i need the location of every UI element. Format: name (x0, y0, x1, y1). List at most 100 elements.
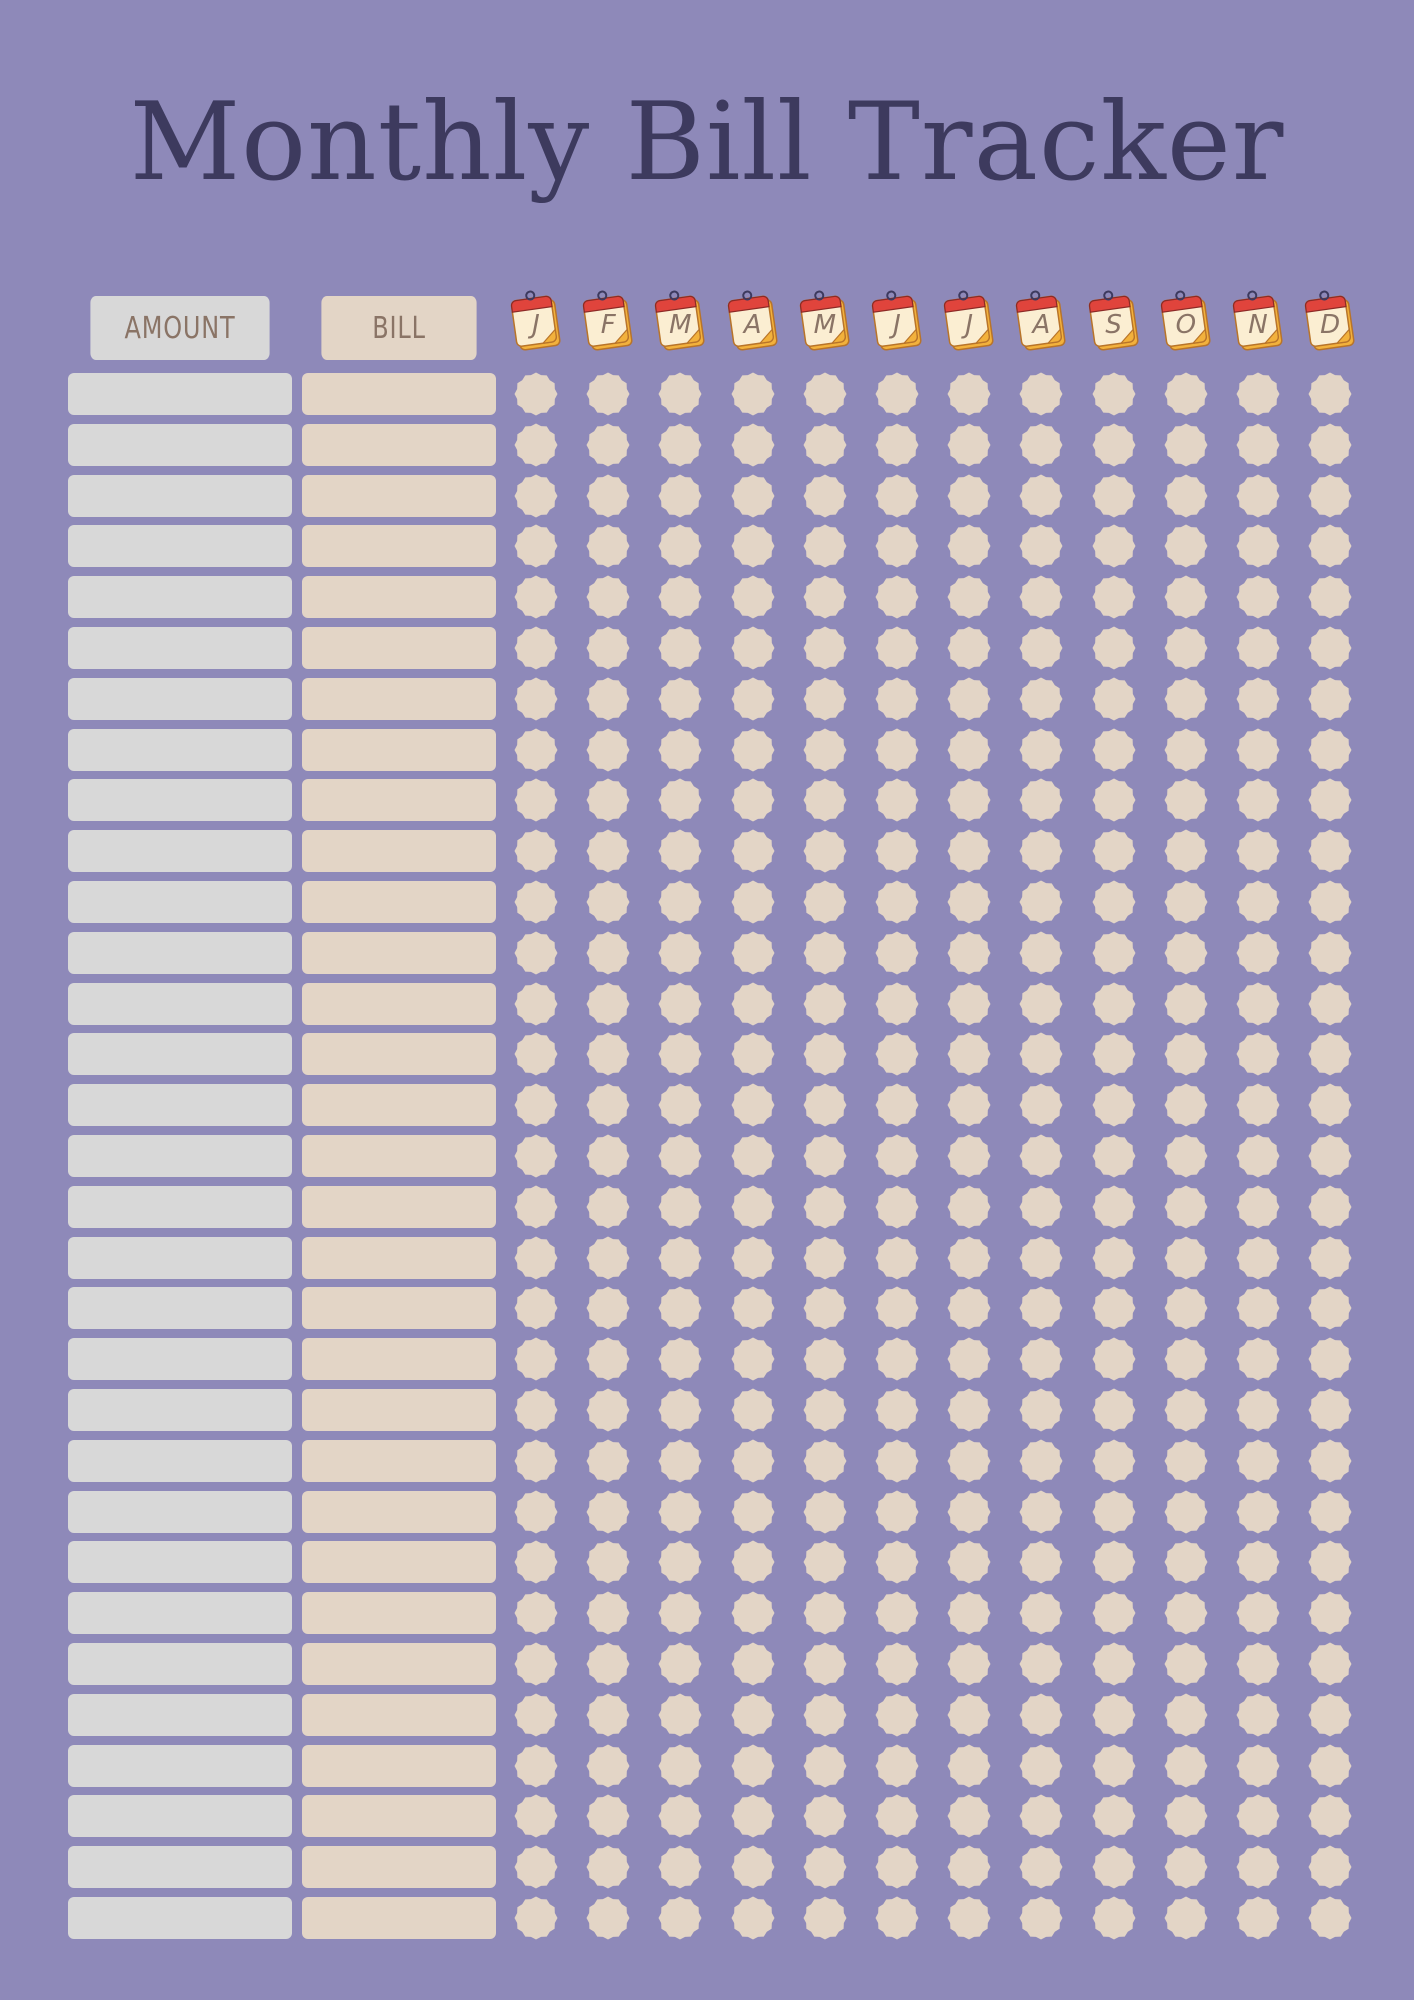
month-checkbox[interactable] (803, 880, 847, 924)
month-checkbox[interactable] (514, 1134, 558, 1178)
month-checkbox[interactable] (803, 1591, 847, 1635)
month-checkbox[interactable] (1164, 677, 1208, 721)
month-checkbox[interactable] (1019, 1134, 1063, 1178)
month-checkbox[interactable] (1019, 1083, 1063, 1127)
month-checkbox[interactable] (1236, 931, 1280, 975)
month-checkbox[interactable] (947, 1236, 991, 1280)
month-checkbox[interactable] (1164, 474, 1208, 518)
month-checkbox[interactable] (658, 474, 702, 518)
bill-field[interactable] (302, 423, 496, 466)
month-checkbox[interactable] (1236, 626, 1280, 670)
month-checkbox[interactable] (1236, 829, 1280, 873)
month-checkbox[interactable] (875, 1794, 919, 1838)
month-checkbox[interactable] (1308, 778, 1352, 822)
amount-field[interactable] (68, 1033, 292, 1076)
month-checkbox[interactable] (875, 1337, 919, 1381)
month-checkbox[interactable] (1019, 1032, 1063, 1076)
bill-field[interactable] (302, 525, 496, 568)
amount-field[interactable] (68, 1338, 292, 1381)
month-checkbox[interactable] (514, 1591, 558, 1635)
month-checkbox[interactable] (658, 1236, 702, 1280)
month-checkbox[interactable] (1092, 677, 1136, 721)
month-checkbox[interactable] (658, 1185, 702, 1229)
month-checkbox[interactable] (658, 1744, 702, 1788)
month-checkbox[interactable] (731, 1794, 775, 1838)
amount-field[interactable] (68, 627, 292, 669)
month-checkbox[interactable] (1092, 1083, 1136, 1127)
month-checkbox[interactable] (586, 524, 630, 568)
month-checkbox[interactable] (586, 626, 630, 670)
month-checkbox[interactable] (875, 1845, 919, 1889)
month-checkbox[interactable] (1308, 1388, 1352, 1432)
month-checkbox[interactable] (803, 1032, 847, 1076)
month-checkbox[interactable] (1236, 1642, 1280, 1686)
month-checkbox[interactable] (947, 677, 991, 721)
month-checkbox[interactable] (586, 1490, 630, 1534)
month-checkbox[interactable] (1092, 1032, 1136, 1076)
month-checkbox[interactable] (947, 1693, 991, 1737)
month-checkbox[interactable] (1019, 423, 1063, 467)
month-checkbox[interactable] (1308, 1794, 1352, 1838)
amount-field[interactable] (68, 1490, 292, 1533)
bill-field[interactable] (302, 1846, 496, 1889)
month-checkbox[interactable] (731, 1388, 775, 1432)
month-checkbox[interactable] (731, 423, 775, 467)
month-checkbox[interactable] (731, 1896, 775, 1940)
month-checkbox[interactable] (514, 1439, 558, 1483)
month-checkbox[interactable] (947, 474, 991, 518)
bill-field[interactable] (302, 1643, 496, 1685)
month-checkbox[interactable] (658, 677, 702, 721)
month-checkbox[interactable] (947, 1185, 991, 1229)
month-checkbox[interactable] (586, 1185, 630, 1229)
month-checkbox[interactable] (1164, 372, 1208, 416)
month-checkbox[interactable] (1019, 829, 1063, 873)
bill-field[interactable] (302, 1084, 496, 1127)
month-checkbox[interactable] (514, 1744, 558, 1788)
month-checkbox[interactable] (658, 1083, 702, 1127)
month-checkbox[interactable] (1308, 1439, 1352, 1483)
amount-field[interactable] (68, 1846, 292, 1889)
month-checkbox[interactable] (586, 372, 630, 416)
month-checkbox[interactable] (514, 778, 558, 822)
amount-field[interactable] (68, 1287, 292, 1330)
month-checkbox[interactable] (514, 372, 558, 416)
month-checkbox[interactable] (1019, 1236, 1063, 1280)
amount-field[interactable] (68, 1541, 292, 1584)
amount-field[interactable] (68, 474, 292, 517)
month-checkbox[interactable] (875, 1185, 919, 1229)
month-checkbox[interactable] (1019, 982, 1063, 1026)
month-checkbox[interactable] (803, 423, 847, 467)
month-checkbox[interactable] (731, 1490, 775, 1534)
month-checkbox[interactable] (875, 423, 919, 467)
month-checkbox[interactable] (1019, 1490, 1063, 1534)
month-checkbox[interactable] (1019, 1337, 1063, 1381)
month-checkbox[interactable] (1236, 1032, 1280, 1076)
month-checkbox[interactable] (731, 931, 775, 975)
amount-field[interactable] (68, 931, 292, 974)
month-checkbox[interactable] (803, 626, 847, 670)
bill-field[interactable] (302, 1490, 496, 1533)
month-checkbox[interactable] (514, 575, 558, 619)
month-checkbox[interactable] (803, 1642, 847, 1686)
month-checkbox[interactable] (875, 931, 919, 975)
month-checkbox[interactable] (1308, 829, 1352, 873)
month-checkbox[interactable] (1092, 931, 1136, 975)
month-checkbox[interactable] (947, 1540, 991, 1584)
month-checkbox[interactable] (1308, 575, 1352, 619)
month-checkbox[interactable] (731, 1337, 775, 1381)
month-checkbox[interactable] (1236, 778, 1280, 822)
month-checkbox[interactable] (947, 1032, 991, 1076)
month-checkbox[interactable] (875, 1490, 919, 1534)
month-checkbox[interactable] (514, 1540, 558, 1584)
month-checkbox[interactable] (1019, 524, 1063, 568)
month-checkbox[interactable] (1019, 880, 1063, 924)
month-checkbox[interactable] (514, 1845, 558, 1889)
month-checkbox[interactable] (1236, 1388, 1280, 1432)
month-checkbox[interactable] (731, 1439, 775, 1483)
month-checkbox[interactable] (586, 1591, 630, 1635)
month-checkbox[interactable] (586, 1439, 630, 1483)
month-checkbox[interactable] (1164, 1286, 1208, 1330)
month-checkbox[interactable] (1019, 1642, 1063, 1686)
month-checkbox[interactable] (731, 1083, 775, 1127)
bill-field[interactable] (302, 1795, 496, 1838)
